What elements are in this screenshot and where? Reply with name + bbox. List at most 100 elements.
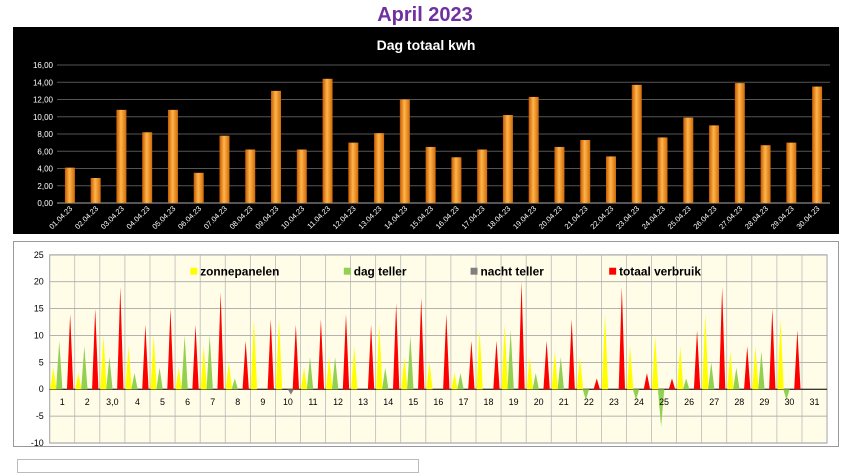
chart2-spike-totaal-verbruik: [794, 330, 801, 390]
chart1-bar: [142, 132, 153, 203]
chart2-x-tick-label: 13: [358, 397, 368, 407]
chart2-spike-totaal-verbruik: [242, 340, 249, 390]
chart1-bar: [374, 133, 385, 203]
chart1-bar: [116, 109, 127, 203]
chart2-legend-swatch: [190, 267, 198, 275]
chart1-x-tick-label: 30.04.23: [795, 204, 822, 231]
chart2-x-tick-label: 3,0: [106, 397, 118, 407]
chart2-spike-zonnepanelen: [325, 357, 333, 390]
chart2-spike-nacht-teller: [287, 389, 295, 395]
chart1-x-tick-label: 03.04.23: [99, 204, 126, 231]
chart2-legend-swatch: [470, 267, 478, 275]
chart2-y-tick-label: 25: [34, 250, 44, 260]
chart2-spike-zonnepanelen: [651, 335, 659, 390]
chart2-y-tick-label: -5: [36, 411, 44, 421]
chart2-spike-dag-teller: [131, 373, 138, 390]
chart1-bar: [657, 137, 668, 203]
chart2-legend-label: nacht teller: [480, 265, 544, 279]
chart2-spike-dag-teller: [708, 362, 715, 390]
chart2-spike-totaal-verbruik: [668, 378, 676, 390]
chart2-spike-zonnepanelen: [501, 324, 508, 390]
chart2-spike-zonnepanelen: [175, 367, 182, 390]
chart2-spike-dag-teller: [206, 335, 213, 390]
chart2-spike-totaal-verbruik: [693, 330, 701, 390]
chart2-x-tick-label: 6: [185, 397, 190, 407]
chart2-spike-zonnepanelen: [727, 351, 734, 390]
chart1-x-tick-label: 07.04.23: [202, 204, 229, 231]
chart2-spike-dag-teller: [382, 367, 389, 390]
chart1-x-tick-label: 23.04.23: [614, 204, 641, 231]
chart1-bar: [709, 125, 720, 203]
chart1-x-tick-label: 24.04.23: [640, 204, 667, 231]
chart1-title: Dag totaal kwh: [377, 37, 476, 53]
chart1-x-tick-label: 15.04.23: [408, 204, 435, 231]
chart1-bar: [477, 149, 488, 203]
chart2-spike-totaal-verbruik: [392, 303, 400, 390]
chart2-spike-dag-teller: [507, 330, 514, 390]
chart2-y-tick-label: 10: [34, 330, 44, 340]
chart2-spike-zonnepanelen: [75, 373, 82, 390]
chart2-x-tick-label: 1: [60, 397, 65, 407]
chart2-x-tick-label: 27: [709, 397, 719, 407]
chart1-bar: [683, 117, 694, 203]
chart2-legend-swatch: [609, 267, 617, 275]
chart2-spike-zonnepanelen: [451, 373, 458, 390]
chart2-x-tick-label: 5: [160, 397, 165, 407]
chart2-spike-zonnepanelen: [275, 319, 283, 390]
chart2-x-tick-label: 24: [634, 397, 644, 407]
chart1-bar: [322, 78, 333, 203]
chart2-legend-label: zonnepanelen: [200, 265, 279, 279]
chart2-spike-totaal-verbruik: [192, 324, 199, 390]
chart1-bar: [64, 167, 75, 203]
chart2-y-tick-label: 0: [39, 384, 44, 394]
chart2-spike-totaal-verbruik: [543, 340, 550, 390]
chart1-bar: [605, 156, 616, 203]
chart2-spike-zonnepanelen: [300, 367, 308, 390]
chart2-x-tick-label: 15: [408, 397, 418, 407]
chart2-spike-totaal-verbruik: [142, 324, 149, 390]
chart2-spike-totaal-verbruik: [418, 297, 425, 390]
chart2-spike-totaal-verbruik: [718, 287, 726, 390]
chart2-spike-totaal-verbruik: [443, 314, 450, 390]
chart1-y-tick-label: 6,00: [37, 147, 53, 156]
chart2-y-tick-label: 20: [34, 277, 44, 287]
chart1-x-tick-label: 18.04.23: [485, 204, 512, 231]
chart2-spike-totaal-verbruik: [468, 340, 475, 390]
chart2-x-tick-label: 29: [759, 397, 769, 407]
chart2-spike-zonnepanelen: [125, 346, 132, 390]
chart1-y-tick-label: 4,00: [37, 165, 53, 174]
chart2-spike-totaal-verbruik: [593, 378, 600, 390]
chart2-spike-dag-teller: [181, 335, 188, 390]
chart1-y-tick-label: 12,00: [33, 96, 54, 105]
chart1-x-tick-label: 22.04.23: [588, 204, 615, 231]
chart1-bar: [193, 172, 204, 203]
daily-total-chart: Dag totaal kwh 0,00 2,00 4,00 6,00 8,00 10,00…: [13, 27, 839, 234]
chart2-spike-totaal-verbruik: [342, 314, 350, 390]
chart1-bar: [451, 157, 462, 203]
chart1-bar: [580, 140, 591, 203]
chart2-spike-dag-teller: [457, 373, 464, 390]
chart2-spike-zonnepanelen: [200, 346, 207, 390]
chart1-bar: [348, 142, 359, 203]
chart2-spike-dag-teller: [106, 357, 113, 390]
chart2-spike-totaal-verbruik: [744, 346, 751, 390]
chart1-x-tick-label: 21.04.23: [563, 204, 590, 231]
chart1-bar: [734, 83, 745, 203]
chart2-x-tick-label: 18: [484, 397, 494, 407]
chart2-spike-zonnepanelen: [401, 357, 408, 390]
chart2-x-tick-label: 21: [559, 397, 569, 407]
chart2-x-tick-label: 11: [308, 397, 317, 407]
footer-panel: [17, 459, 419, 473]
chart2-spike-zonnepanelen: [576, 357, 584, 390]
chart2-spike-zonnepanelen: [100, 335, 107, 390]
chart2-x-tick-label: 2: [85, 397, 90, 407]
chart1-x-tick-label: 08.04.23: [228, 204, 255, 231]
chart1-x-tick-label: 26.04.23: [691, 204, 718, 231]
chart1-x-tick-label: 25.04.23: [666, 204, 693, 231]
chart2-spike-totaal-verbruik: [769, 308, 776, 390]
chart1-x-tick-label: 13.04.23: [356, 204, 383, 231]
chart2-spike-zonnepanelen: [225, 362, 233, 390]
chart2-spike-zonnepanelen: [626, 346, 634, 390]
chart1-x-tick-label: 19.04.23: [511, 204, 538, 231]
